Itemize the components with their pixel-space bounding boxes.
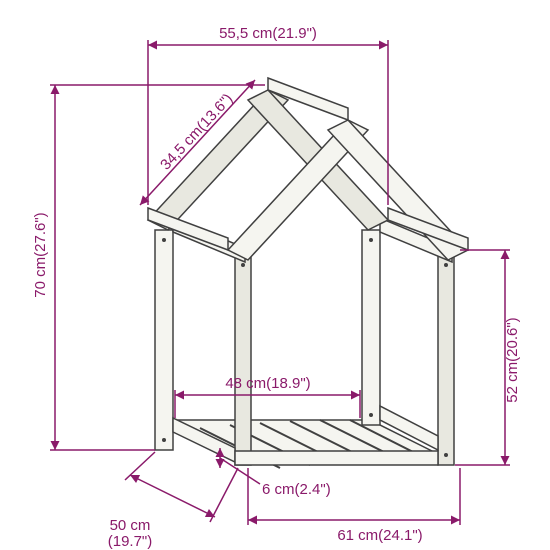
width-cm: 61 cm — [337, 527, 378, 544]
dim-inner-width: 48 cm(18.9") — [175, 375, 360, 418]
width-in: (24.1") — [378, 527, 423, 544]
dim-depth: 50 cm (19.7") — [108, 452, 238, 550]
total-height-cm: 70 cm — [32, 257, 49, 298]
dim-width: 61 cm(24.1") — [248, 468, 460, 544]
svg-text:48 cm(18.9"): 48 cm(18.9") — [225, 375, 310, 392]
svg-text:70 cm(27.6"): 70 cm(27.6") — [32, 212, 49, 297]
side-height-in: (20.6") — [504, 317, 521, 362]
depth-in: (19.7") — [108, 533, 153, 550]
svg-text:50 cm: 50 cm — [110, 517, 151, 534]
svg-text:61 cm(24.1"): 61 cm(24.1") — [337, 527, 422, 544]
dimension-diagram: 55,5 cm(21.9") 70 cm(27.6") 34,5 cm(13.6… — [0, 0, 550, 550]
total-height-in: (27.6") — [32, 212, 49, 257]
svg-text:55,5 cm(21.9"): 55,5 cm(21.9") — [219, 25, 317, 42]
roof-width-cm: 55,5 cm — [219, 25, 272, 42]
base-gap-cm: 6 cm — [262, 481, 295, 498]
inner-width-cm: 48 cm — [225, 375, 266, 392]
side-height-cm: 52 cm — [504, 362, 521, 403]
base-gap-in: (2.4") — [295, 481, 331, 498]
svg-text:6 cm(2.4"): 6 cm(2.4") — [262, 481, 331, 498]
dim-side-height: 52 cm(20.6") — [455, 250, 521, 465]
roof-width-in: (21.9") — [272, 25, 317, 42]
svg-text:52 cm(20.6"): 52 cm(20.6") — [504, 317, 521, 402]
inner-width-in: (18.9") — [266, 375, 311, 392]
svg-text:(19.7"): (19.7") — [108, 533, 153, 550]
depth-cm: 50 cm — [110, 517, 151, 534]
roof-slope-in: (13.6") — [194, 90, 237, 134]
